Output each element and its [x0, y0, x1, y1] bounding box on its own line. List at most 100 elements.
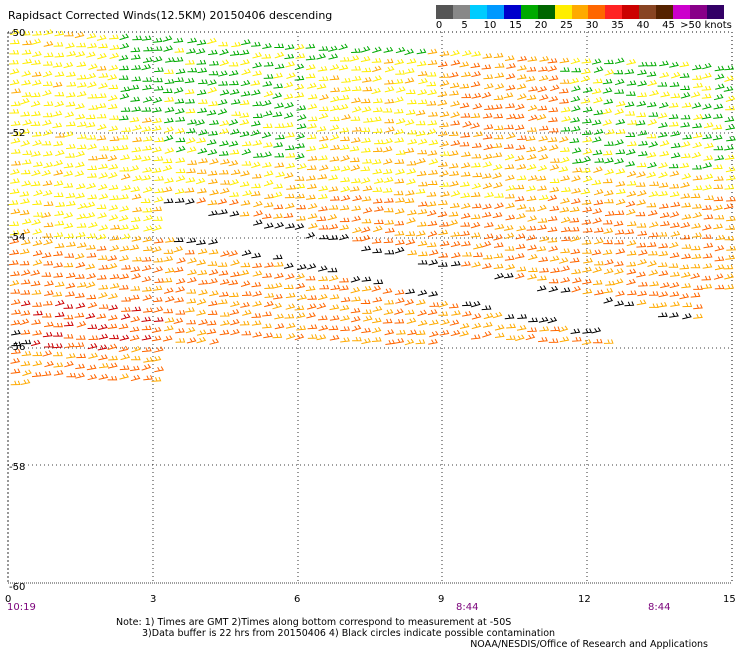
wind-barb — [318, 76, 329, 81]
wind-barb — [43, 161, 53, 169]
wind-barb — [527, 127, 537, 132]
wind-barb — [218, 209, 228, 215]
wind-barb — [31, 79, 42, 86]
wind-barb — [240, 262, 251, 268]
wind-barb — [570, 248, 581, 255]
wind-barb — [494, 223, 505, 230]
wind-barb — [614, 268, 624, 275]
credit-line: NOAA/NESDIS/Office of Research and Appli… — [470, 639, 708, 650]
wind-barb — [450, 111, 461, 118]
wind-barb — [592, 266, 603, 273]
wind-barb — [65, 92, 76, 98]
wind-barb — [428, 290, 439, 297]
wind-barb — [305, 232, 316, 239]
wind-barb — [626, 148, 636, 156]
wind-barb — [98, 163, 108, 170]
wind-barb — [714, 284, 725, 290]
wind-barb — [572, 158, 582, 164]
wind-barb — [415, 188, 426, 194]
wind-barb — [560, 106, 571, 113]
wind-barb — [8, 259, 19, 266]
wind-barb — [174, 47, 185, 53]
wind-barb — [604, 198, 614, 204]
wind-barb — [54, 52, 65, 58]
wind-barb — [263, 170, 274, 177]
wind-barb — [339, 57, 350, 62]
wind-barb — [636, 271, 646, 278]
wind-barb — [482, 182, 493, 190]
wind-barb — [614, 89, 625, 94]
wind-barb — [690, 263, 701, 269]
wind-barb — [87, 324, 98, 329]
wind-barb — [20, 30, 31, 36]
wind-barb — [207, 86, 218, 94]
wind-barb — [702, 133, 713, 140]
wind-barb — [87, 374, 98, 381]
wind-barb — [351, 215, 362, 222]
wind-barb — [207, 149, 218, 156]
wind-barb — [714, 154, 725, 161]
wind-barb — [604, 210, 615, 217]
wind-barb — [571, 85, 581, 92]
wind-barb — [130, 216, 141, 223]
wind-barb — [569, 137, 580, 144]
wind-barb — [240, 199, 251, 206]
wind-barb — [580, 188, 591, 195]
wind-barb — [691, 102, 702, 109]
wind-barb — [66, 71, 76, 77]
wind-barb — [186, 319, 197, 325]
wind-barb — [538, 154, 549, 161]
legend-swatch — [707, 5, 725, 19]
wind-barb — [22, 119, 32, 126]
wind-barb — [670, 152, 681, 159]
wind-barb — [449, 319, 460, 326]
wind-barb — [437, 99, 448, 106]
wind-barb — [297, 163, 307, 170]
wind-barb — [679, 162, 690, 169]
wind-barb — [274, 313, 284, 320]
wind-barb — [528, 317, 538, 323]
wind-barb — [274, 152, 285, 158]
wind-barb — [118, 134, 129, 140]
wind-barb — [175, 137, 186, 143]
wind-barb — [230, 259, 240, 266]
wind-barb — [385, 126, 395, 133]
wind-barb — [538, 75, 549, 82]
wind-barb — [86, 32, 97, 39]
wind-barb — [32, 239, 43, 247]
wind-barb — [383, 308, 394, 315]
wind-barb — [63, 170, 74, 177]
wind-barb — [570, 57, 581, 65]
wind-barb — [239, 112, 250, 118]
wind-barb — [275, 171, 286, 178]
wind-barb — [295, 183, 306, 189]
wind-barb — [253, 200, 263, 208]
wind-barb — [526, 153, 537, 161]
wind-barb — [591, 179, 602, 186]
wind-barb — [220, 180, 230, 185]
wind-barb — [725, 166, 736, 173]
wind-barb — [30, 280, 41, 287]
wind-barb — [418, 78, 428, 85]
wind-barb — [461, 240, 471, 247]
wind-barb — [602, 249, 613, 255]
wind-barb — [592, 149, 603, 156]
wind-barb — [228, 119, 239, 126]
wind-barb — [196, 329, 207, 336]
wind-barb — [275, 134, 285, 140]
wind-barb — [470, 214, 481, 220]
wind-barb — [550, 84, 560, 92]
wind-barb — [625, 132, 636, 137]
wind-barb — [120, 313, 131, 320]
wind-barb — [371, 87, 382, 95]
wind-barb — [372, 198, 383, 204]
wind-barb — [54, 100, 65, 108]
wind-barb — [361, 285, 372, 292]
wind-barb — [679, 61, 690, 68]
wind-barb — [129, 84, 140, 90]
legend-swatch — [452, 5, 471, 19]
wind-barb — [602, 119, 613, 126]
wind-barb — [32, 200, 43, 206]
x-label-6: 6 — [294, 594, 300, 605]
wind-barb — [165, 237, 175, 243]
